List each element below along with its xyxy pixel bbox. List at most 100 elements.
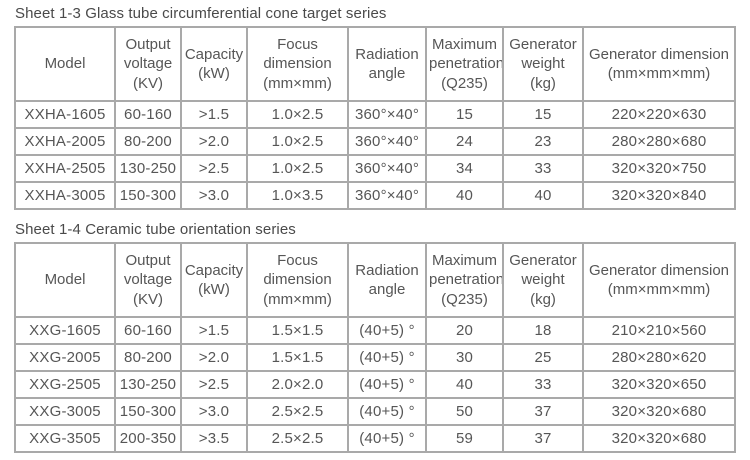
table-cell: 30 <box>425 343 504 372</box>
table-row: XXHA-2005 80-200 >2.0 1.0×2.5 360°×40° 24 23 28… <box>14 127 736 156</box>
table-cell: 280×280×620 <box>582 343 736 372</box>
table-cell: >3.0 <box>180 397 248 426</box>
sheet-1-4-title: Sheet 1-4 Ceramic tube orientation serie… <box>15 221 296 238</box>
table-cell: 20 <box>425 316 504 345</box>
column-header: Capacity (kW) <box>180 26 248 102</box>
table-row: XXG-2005 80-200 >2.0 1.5×1.5 (40+5) ° 30 25 280… <box>14 343 736 372</box>
column-header: Maximum penetration (Q235) <box>425 242 504 318</box>
table-cell: 37 <box>502 397 584 426</box>
table-cell: 130-250 <box>114 370 182 399</box>
table-cell: 25 <box>502 343 584 372</box>
table-cell: 59 <box>425 424 504 453</box>
table-cell: 23 <box>502 127 584 156</box>
header-row: Model Output voltage (KV) Capacity (kW) Foc… <box>14 242 736 318</box>
column-header: Radiation angle <box>347 242 427 318</box>
table-cell: 15 <box>502 100 584 129</box>
column-header: Model <box>14 242 116 318</box>
table-cell: 360°×40° <box>347 181 427 210</box>
table-cell: 360°×40° <box>347 127 427 156</box>
table-row: XXG-3005 150-300 >3.0 2.5×2.5 (40+5) ° 50 37 32… <box>14 397 736 426</box>
table-cell: 1.0×3.5 <box>246 181 349 210</box>
table-cell: 33 <box>502 154 584 183</box>
table-cell: 320×320×680 <box>582 397 736 426</box>
table-cell: 1.0×2.5 <box>246 154 349 183</box>
column-header: Focus dimension (mm×mm) <box>246 242 349 318</box>
table-cell: 150-300 <box>114 181 182 210</box>
table-cell: 220×220×630 <box>582 100 736 129</box>
table-cell: (40+5) ° <box>347 343 427 372</box>
table-cell: 210×210×560 <box>582 316 736 345</box>
glass-tube-table: Model Output voltage (KV) Capacity (kW) Foc… <box>14 26 736 210</box>
table-cell: 18 <box>502 316 584 345</box>
table-cell: 200-350 <box>114 424 182 453</box>
table-cell: 1.5×1.5 <box>246 316 349 345</box>
table-cell: >1.5 <box>180 100 248 129</box>
table-cell: 40 <box>425 181 504 210</box>
table-row: XXG-3505 200-350 >3.5 2.5×2.5 (40+5) ° 59 37 32… <box>14 424 736 453</box>
table-row: XXHA-2505 130-250 >2.5 1.0×2.5 360°×40° 34 33 3… <box>14 154 736 183</box>
table-cell: 150-300 <box>114 397 182 426</box>
table-cell: 1.0×2.5 <box>246 100 349 129</box>
table-cell: XXG-3505 <box>14 424 116 453</box>
table-cell: >3.0 <box>180 181 248 210</box>
table-cell: 40 <box>425 370 504 399</box>
ceramic-tube-table: Model Output voltage (KV) Capacity (kW) Foc… <box>14 242 736 453</box>
ceramic-tube-section: Sheet 1-4 Ceramic tube orientation serie… <box>14 221 750 453</box>
table-row: XXG-1605 60-160 >1.5 1.5×1.5 (40+5) ° 20 18 210… <box>14 316 736 345</box>
table-cell: >2.0 <box>180 127 248 156</box>
column-header: Generator weight (kg) <box>502 26 584 102</box>
table-cell: XXHA-2505 <box>14 154 116 183</box>
table-row: XXG-2505 130-250 >2.5 2.0×2.0 (40+5) ° 40 33 32… <box>14 370 736 399</box>
table-cell: 60-160 <box>114 100 182 129</box>
column-header: Generator dimension (mm×mm×mm) <box>582 242 736 318</box>
column-header: Generator weight (kg) <box>502 242 584 318</box>
column-header: Capacity (kW) <box>180 242 248 318</box>
table-cell: XXHA-1605 <box>14 100 116 129</box>
table-cell: 1.5×1.5 <box>246 343 349 372</box>
table-cell: XXG-3005 <box>14 397 116 426</box>
table-cell: XXG-1605 <box>14 316 116 345</box>
table-cell: 33 <box>502 370 584 399</box>
table-cell: 15 <box>425 100 504 129</box>
table-cell: 2.5×2.5 <box>246 397 349 426</box>
table-cell: XXHA-3005 <box>14 181 116 210</box>
table-row: XXHA-1605 60-160 >1.5 1.0×2.5 360°×40° 15 15 22… <box>14 100 736 129</box>
table-cell: 360°×40° <box>347 100 427 129</box>
table-cell: 360°×40° <box>347 154 427 183</box>
table-cell: 320×320×680 <box>582 424 736 453</box>
table-cell: 320×320×750 <box>582 154 736 183</box>
table-cell: 2.0×2.0 <box>246 370 349 399</box>
table-cell: >3.5 <box>180 424 248 453</box>
table-cell: (40+5) ° <box>347 316 427 345</box>
table-cell: >2.5 <box>180 370 248 399</box>
sheet-1-3-title: Sheet 1-3 Glass tube circumferential con… <box>15 5 387 22</box>
column-header: Output voltage (KV) <box>114 242 182 318</box>
table-cell: >1.5 <box>180 316 248 345</box>
table-cell: 24 <box>425 127 504 156</box>
table-cell: 40 <box>502 181 584 210</box>
glass-tube-section: Sheet 1-3 Glass tube circumferential con… <box>14 0 750 210</box>
table-cell: (40+5) ° <box>347 424 427 453</box>
table-cell: 130-250 <box>114 154 182 183</box>
table-cell: 1.0×2.5 <box>246 127 349 156</box>
table-cell: (40+5) ° <box>347 370 427 399</box>
column-header: Maximum penetration (Q235) <box>425 26 504 102</box>
table-cell: 320×320×650 <box>582 370 736 399</box>
table-cell: XXG-2505 <box>14 370 116 399</box>
table-cell: 280×280×680 <box>582 127 736 156</box>
column-header: Model <box>14 26 116 102</box>
table-cell: 320×320×840 <box>582 181 736 210</box>
header-row: Model Output voltage (KV) Capacity (kW) Foc… <box>14 26 736 102</box>
table-cell: 60-160 <box>114 316 182 345</box>
table-cell: >2.0 <box>180 343 248 372</box>
table-cell: XXG-2005 <box>14 343 116 372</box>
column-header: Focus dimension (mm×mm) <box>246 26 349 102</box>
table-cell: 34 <box>425 154 504 183</box>
column-header: Radiation angle <box>347 26 427 102</box>
table-row: XXHA-3005 150-300 >3.0 1.0×3.5 360°×40° 40 40 3… <box>14 181 736 210</box>
table-cell: 80-200 <box>114 127 182 156</box>
table-cell: 50 <box>425 397 504 426</box>
table-cell: 2.5×2.5 <box>246 424 349 453</box>
table-cell: XXHA-2005 <box>14 127 116 156</box>
column-header: Generator dimension (mm×mm×mm) <box>582 26 736 102</box>
